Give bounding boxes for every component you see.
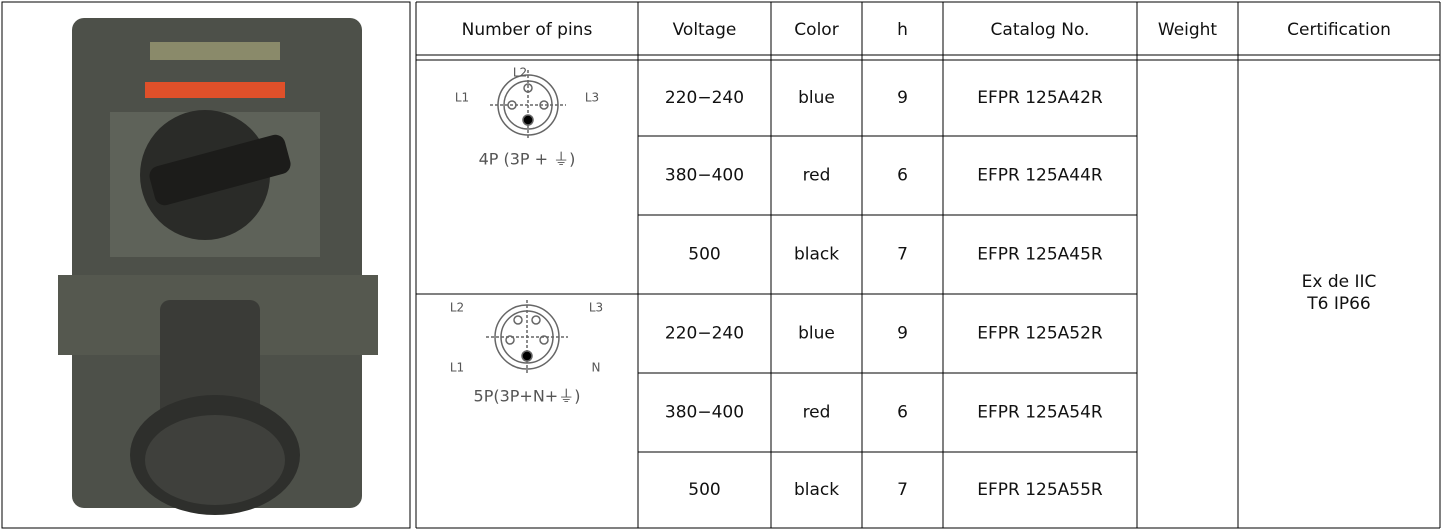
table-cell: 380−400 — [665, 403, 744, 423]
table-cell: 220−240 — [665, 88, 744, 108]
column-header: Color — [794, 20, 838, 40]
table-cell: EFPR 125A54R — [977, 403, 1103, 423]
table-cell: EFPR 125A52R — [977, 324, 1103, 344]
table-cell: 6 — [897, 403, 908, 423]
table-cell: 380−400 — [665, 166, 744, 186]
certification: T6 IP66 — [1306, 294, 1371, 314]
table-cell: blue — [798, 324, 835, 344]
pin-label: L1 — [450, 361, 464, 375]
column-header: Catalog No. — [991, 20, 1090, 40]
table-cell: EFPR 125A44R — [977, 166, 1103, 186]
table-cell: 9 — [897, 88, 908, 108]
column-header: Number of pins — [462, 20, 593, 40]
table-cell: EFPR 125A55R — [977, 480, 1103, 500]
pin-label: N — [592, 361, 601, 375]
column-header: Voltage — [673, 20, 737, 40]
table-cell: black — [794, 480, 839, 500]
column-header: h — [897, 20, 908, 40]
pin-label: L2 — [513, 66, 527, 80]
table-cell: 500 — [688, 245, 720, 265]
table-cell: 7 — [897, 245, 908, 265]
pin-diagram — [486, 300, 568, 374]
table-cell: 220−240 — [665, 324, 744, 344]
table-cell: EFPR 125A42R — [977, 88, 1103, 108]
pin-label: L3 — [589, 301, 603, 315]
pin-diagram — [490, 70, 566, 140]
column-header: Certification — [1287, 20, 1391, 40]
table-cell: EFPR 125A45R — [977, 245, 1103, 265]
table-cell: 6 — [897, 166, 908, 186]
table-cell: black — [794, 245, 839, 265]
pin-label: L2 — [450, 301, 464, 315]
table-cell: 500 — [688, 480, 720, 500]
pin-label: L3 — [585, 91, 599, 105]
table-cell: 9 — [897, 324, 908, 344]
pin-caption: 5P(3P+N+⏚) — [474, 387, 581, 406]
product-photo — [1, 1, 411, 529]
table-cell: red — [803, 403, 831, 423]
table-cell: blue — [798, 88, 835, 108]
table-cell: 7 — [897, 480, 908, 500]
pin-label: L1 — [455, 91, 469, 105]
certification: Ex de IIC — [1302, 272, 1377, 292]
pin-caption: 4P (3P + ⏚) — [479, 150, 576, 169]
table-cell: red — [803, 166, 831, 186]
column-header: Weight — [1158, 20, 1218, 40]
